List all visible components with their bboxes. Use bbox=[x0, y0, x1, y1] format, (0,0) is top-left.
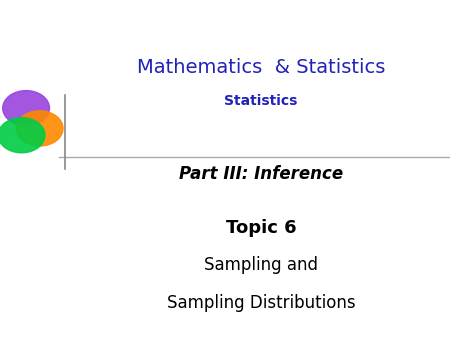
Text: Sampling Distributions: Sampling Distributions bbox=[166, 293, 356, 312]
Text: Topic 6: Topic 6 bbox=[226, 219, 296, 237]
Text: Statistics: Statistics bbox=[224, 94, 298, 108]
Circle shape bbox=[16, 111, 63, 146]
Text: Mathematics  & Statistics: Mathematics & Statistics bbox=[137, 58, 385, 77]
Text: Part III: Inference: Part III: Inference bbox=[179, 165, 343, 183]
Circle shape bbox=[3, 91, 50, 126]
Text: Sampling and: Sampling and bbox=[204, 256, 318, 274]
Circle shape bbox=[0, 118, 45, 153]
